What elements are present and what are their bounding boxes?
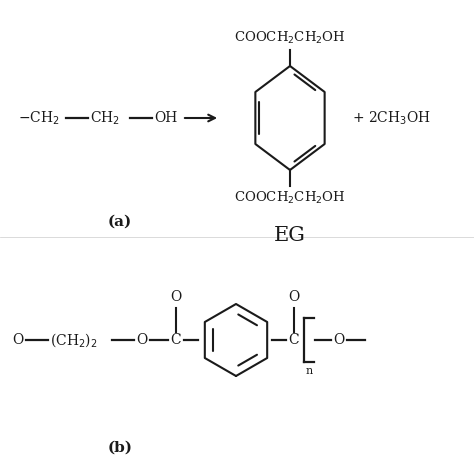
Text: (b): (b) — [108, 441, 133, 455]
Text: COOCH$_2$CH$_2$OH: COOCH$_2$CH$_2$OH — [234, 30, 346, 46]
Text: O: O — [170, 290, 182, 304]
Text: O: O — [136, 333, 147, 347]
Text: CH$_2$: CH$_2$ — [90, 109, 120, 127]
Text: C: C — [288, 333, 299, 347]
Text: O: O — [12, 333, 23, 347]
Text: EG: EG — [274, 226, 306, 245]
Text: $-$CH$_2$: $-$CH$_2$ — [18, 109, 60, 127]
Text: O: O — [288, 290, 300, 304]
Text: (CH$_2$)$_2$: (CH$_2$)$_2$ — [50, 331, 98, 349]
Text: OH: OH — [154, 111, 177, 125]
Text: $+$ 2CH$_3$OH: $+$ 2CH$_3$OH — [352, 109, 431, 127]
Text: C: C — [170, 333, 181, 347]
Text: O: O — [333, 333, 344, 347]
Text: (a): (a) — [108, 215, 132, 229]
Text: COOCH$_2$CH$_2$OH: COOCH$_2$CH$_2$OH — [234, 190, 346, 206]
Text: n: n — [305, 366, 313, 376]
